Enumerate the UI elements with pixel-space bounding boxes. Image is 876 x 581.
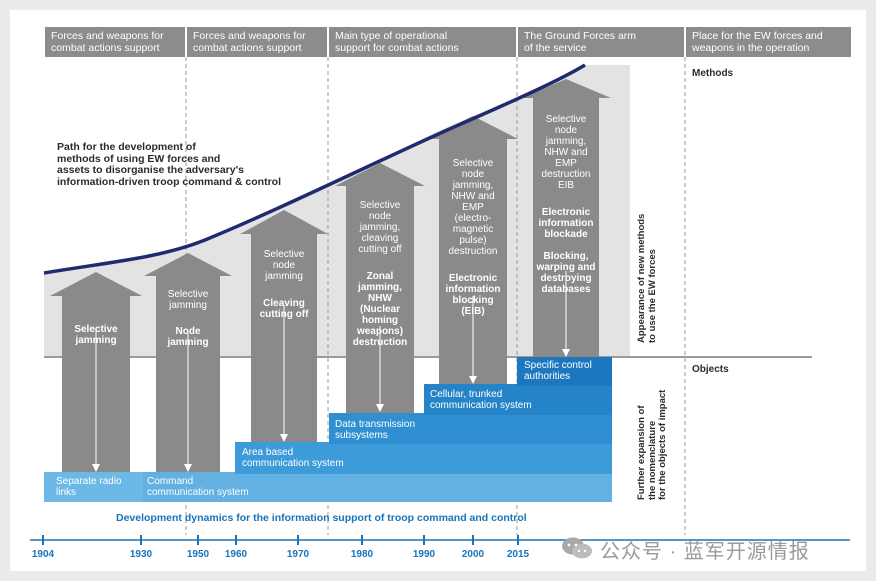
header-col-4: The Ground Forces arm of the service bbox=[518, 27, 684, 57]
arrow-text-1930: Selective jamming Node jamming bbox=[156, 278, 220, 348]
object-label-6: Specific control authorities bbox=[524, 360, 592, 382]
year-1980: 1980 bbox=[350, 549, 374, 560]
development-curve bbox=[43, 63, 586, 275]
objects-vertical-label: Further expansion of the nomenclature fo… bbox=[636, 389, 668, 500]
methods-label: Methods bbox=[692, 68, 734, 79]
header-col-2: Forces and weapons for combat actions su… bbox=[187, 27, 327, 57]
arrow-2000 bbox=[428, 116, 518, 385]
objects-staircase bbox=[44, 357, 612, 502]
year-1930: 1930 bbox=[129, 549, 153, 560]
arrow-1930-bold: Node jamming bbox=[167, 326, 209, 348]
object-bar-2 bbox=[143, 472, 612, 502]
year-1950: 1950 bbox=[186, 549, 210, 560]
year-2000: 2000 bbox=[461, 549, 485, 560]
arrow-2000-light: Selective node jamming, NHW and EMP (ele… bbox=[448, 158, 498, 257]
header-col-5: Place for the EW forces and weapons in t… bbox=[686, 27, 851, 57]
timeline-ticks bbox=[42, 535, 519, 545]
year-1970: 1970 bbox=[286, 549, 310, 560]
down-arrow-heads bbox=[92, 349, 570, 472]
arrow-1960-light: Selective node jamming bbox=[263, 249, 305, 282]
object-label-3: Area based communication system bbox=[242, 447, 344, 469]
object-label-4: Data transmission subsystems bbox=[335, 419, 416, 441]
arrow-2000-bold: Electronic information blocking (EIB) bbox=[445, 273, 501, 317]
year-2015: 2015 bbox=[506, 549, 530, 560]
object-label-5: Cellular, trunked communication system bbox=[430, 389, 532, 411]
arrow-text-2000: Selective node jamming, NHW and EMP (ele… bbox=[437, 147, 509, 317]
object-bar-5 bbox=[424, 384, 612, 415]
object-label-2: Command communication system bbox=[147, 476, 249, 498]
object-bar-6 bbox=[517, 357, 612, 386]
arrow-1930-light: Selective jamming bbox=[167, 289, 209, 311]
arrow-text-2015: Selective node jamming, NHW and EMP dest… bbox=[530, 103, 602, 295]
year-1960: 1960 bbox=[224, 549, 248, 560]
object-bar-3 bbox=[235, 442, 612, 474]
objects-label: Objects bbox=[692, 364, 729, 375]
arrow-1904-bold: Selective jamming bbox=[74, 324, 118, 346]
arrow-1980-light: Selective node jamming, cleaving cutting… bbox=[358, 200, 402, 255]
arrow-text-1980: Selective node jamming, cleaving cutting… bbox=[344, 189, 416, 348]
down-arrows bbox=[95, 271, 567, 468]
watermark-text: 公众号 · 蓝军开源情报 bbox=[600, 541, 810, 563]
arrow-1980-bold: Zonal jamming, NHW (Nuclear homing weapo… bbox=[352, 271, 408, 348]
arrow-text-1904: Selective jamming bbox=[62, 302, 130, 346]
year-1904: 1904 bbox=[31, 549, 55, 560]
arrow-text-1960: Selective node jamming Cleaving cutting … bbox=[250, 238, 318, 320]
arrow-2015-light: Selective node jamming, NHW and EMP dest… bbox=[541, 114, 591, 191]
wechat-icon bbox=[562, 537, 592, 559]
arrow-2015 bbox=[521, 79, 611, 360]
year-1990: 1990 bbox=[412, 549, 436, 560]
arrow-2015-bold: Electronic information blockade Blocking… bbox=[536, 207, 596, 295]
header-col-3: Main type of operational support for com… bbox=[329, 27, 516, 57]
object-bar-4 bbox=[329, 413, 612, 444]
object-label-1: Separate radio links bbox=[56, 476, 122, 498]
path-label: Path for the development of methods of u… bbox=[57, 141, 282, 188]
timeline-title: Development dynamics for the information… bbox=[116, 512, 527, 524]
header-col-1: Forces and weapons for combat actions su… bbox=[45, 27, 185, 57]
arrow-1960-bold: Cleaving cutting off bbox=[259, 298, 309, 320]
arrow-1980 bbox=[335, 163, 425, 415]
